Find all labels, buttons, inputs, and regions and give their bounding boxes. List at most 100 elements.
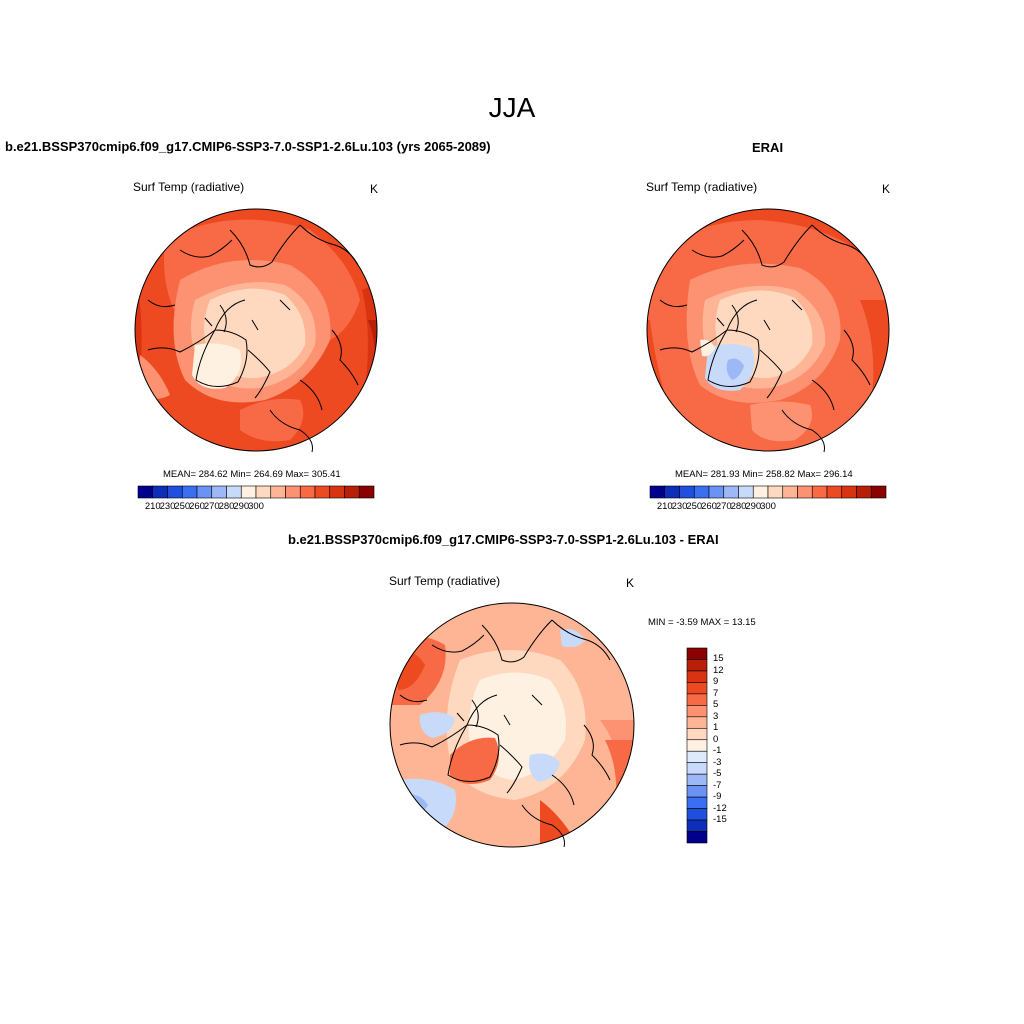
- colorbar-tick-label: -12: [713, 802, 727, 814]
- diff-polar-map: [390, 603, 634, 847]
- colorbar-swatch: [649, 485, 666, 499]
- colorbar-swatch: [679, 485, 695, 499]
- model-colorbar: [137, 485, 375, 499]
- model-panel-title: b.e21.BSSP370cmip6.f09_g17.CMIP6-SSP3-7.…: [5, 139, 491, 154]
- colorbar-swatch: [226, 485, 242, 499]
- obs-colorbar: [649, 485, 887, 499]
- colorbar-tick-label: 290: [233, 501, 250, 512]
- colorbar-swatch: [329, 485, 345, 499]
- colorbar-tick-label: 12: [713, 664, 724, 676]
- colorbar-swatch: [211, 485, 227, 499]
- colorbar-tick-label: 3: [713, 710, 719, 722]
- colorbar-tick-label: -5: [713, 768, 722, 780]
- colorbar-swatch: [285, 485, 301, 499]
- colorbar-tick-label: -3: [713, 756, 722, 768]
- model-coastlines: [147, 224, 359, 453]
- colorbar-tick-label: 230: [159, 501, 176, 512]
- colorbar-swatch: [767, 485, 784, 499]
- colorbar-tick-label: -15: [713, 814, 727, 826]
- obs-polar-map: [647, 209, 889, 451]
- colorbar-tick-label: 0: [713, 733, 719, 745]
- colorbar-swatch: [686, 705, 708, 718]
- colorbar-tick-label: 260: [189, 501, 205, 512]
- colorbar-swatch: [240, 485, 257, 499]
- colorbar-swatch: [196, 485, 213, 499]
- model-stats: MEAN= 284.62 Min= 264.69 Max= 305.41: [163, 469, 341, 480]
- colorbar-tick-label: 250: [174, 501, 191, 512]
- figure-title: JJA: [488, 92, 536, 123]
- colorbar-swatch: [782, 485, 798, 499]
- colorbar-swatch: [693, 485, 710, 499]
- colorbar-tick-label: 300: [760, 501, 776, 512]
- colorbar-swatch: [686, 796, 708, 809]
- colorbar-swatch: [708, 485, 725, 499]
- obs-coastlines: [659, 224, 871, 453]
- diff-panel-title: b.e21.BSSP370cmip6.f09_g17.CMIP6-SSP3-7.…: [288, 532, 719, 547]
- colorbar-tick-label: -9: [713, 791, 722, 803]
- colorbar-swatch: [664, 485, 680, 499]
- colorbar-swatch: [686, 750, 708, 764]
- colorbar-tick-label: -1: [713, 745, 722, 757]
- colorbar-swatch: [137, 485, 154, 499]
- model-units-label: K: [370, 182, 379, 196]
- obs-stats: MEAN= 281.93 Min= 258.82 Max= 296.14: [675, 469, 853, 480]
- colorbar-swatch: [811, 485, 828, 499]
- diff-map-border: [389, 602, 635, 848]
- colorbar-tick-label: 210: [656, 501, 673, 512]
- colorbar-swatch: [686, 716, 708, 729]
- colorbar-swatch: [686, 659, 708, 672]
- colorbar-tick-label: 290: [745, 501, 762, 512]
- diff-stats: MIN = -3.59 MAX = 13.15: [648, 617, 756, 628]
- colorbar-tick-label: 1: [713, 722, 719, 734]
- colorbar-swatch: [723, 485, 739, 499]
- colorbar-tick-label: 9: [713, 676, 719, 688]
- colorbar-swatch: [686, 773, 708, 786]
- colorbar-swatch: [686, 647, 708, 660]
- colorbar-swatch: [752, 485, 769, 499]
- colorbar-tick-label: 260: [701, 501, 717, 512]
- colorbar-tick-label: 210: [144, 501, 161, 512]
- colorbar-tick-label: 15: [713, 653, 724, 665]
- colorbar-swatch: [686, 831, 708, 844]
- colorbar-swatch: [152, 485, 168, 499]
- obs-panel-title: ERAI: [752, 140, 784, 155]
- diff-variable-label: Surf Temp (radiative): [389, 574, 501, 588]
- model-variable-label: Surf Temp (radiative): [133, 180, 245, 194]
- colorbar-tick-label: 270: [203, 501, 220, 512]
- colorbar-swatch: [738, 485, 754, 499]
- colorbar-swatch: [797, 485, 813, 499]
- colorbar-swatch: [686, 682, 708, 695]
- colorbar-tick-label: 300: [248, 501, 264, 512]
- obs-units-label: K: [882, 182, 891, 196]
- obs-map-border: [646, 208, 890, 452]
- colorbar-swatch: [181, 485, 198, 499]
- colorbar-swatch: [344, 485, 360, 499]
- colorbar-swatch: [255, 485, 272, 499]
- diff-units-label: K: [626, 576, 635, 590]
- colorbar-swatch: [686, 785, 708, 798]
- colorbar-swatch: [167, 485, 183, 499]
- colorbar-tick-label: 250: [686, 501, 703, 512]
- colorbar-swatch: [686, 693, 708, 706]
- colorbar-swatch: [870, 485, 887, 499]
- colorbar-swatch: [686, 762, 708, 775]
- model-map-border: [134, 208, 378, 452]
- colorbar-swatch: [856, 485, 872, 499]
- colorbar-swatch: [299, 485, 316, 499]
- colorbar-tick-label: 7: [713, 687, 719, 699]
- colorbar-swatch: [686, 819, 708, 832]
- colorbar-tick-label: 5: [713, 699, 719, 711]
- colorbar-swatch: [841, 485, 857, 499]
- model-polar-map: [135, 209, 377, 451]
- colorbar-swatch: [358, 485, 375, 499]
- colorbar-tick-label: 280: [730, 501, 747, 512]
- colorbar-swatch: [686, 727, 708, 741]
- colorbar-tick-label: -7: [713, 779, 722, 791]
- colorbar-tick-label: 270: [715, 501, 732, 512]
- obs-variable-label: Surf Temp (radiative): [646, 180, 758, 194]
- diff-colorbar: [686, 647, 708, 844]
- colorbar-swatch: [270, 485, 286, 499]
- colorbar-swatch: [686, 670, 708, 683]
- colorbar-tick-label: 280: [218, 501, 235, 512]
